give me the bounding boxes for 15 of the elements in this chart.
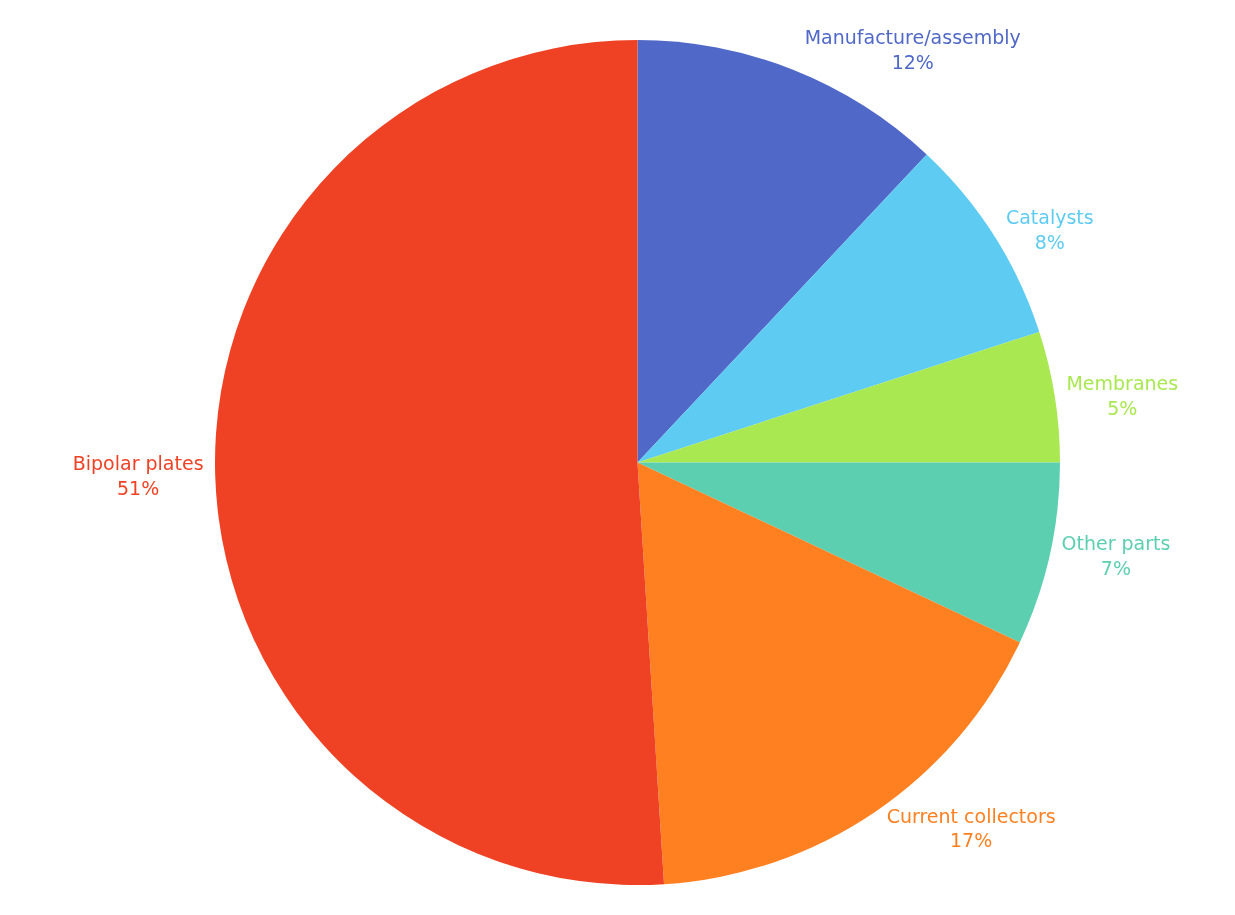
data-label: 12% bbox=[891, 50, 934, 73]
slice-label: Manufacture/assembly bbox=[804, 26, 1021, 49]
slice-label: Current collectors bbox=[886, 804, 1056, 827]
pie-slice bbox=[215, 40, 665, 885]
data-label: 17% bbox=[950, 829, 993, 852]
pie-slice bbox=[637, 331, 1060, 463]
data-label: 7% bbox=[1100, 557, 1132, 580]
data-label: 51% bbox=[117, 477, 160, 500]
data-label: 5% bbox=[1107, 397, 1138, 420]
slice-label: Bipolar plates bbox=[72, 452, 204, 475]
slice-label: Membranes bbox=[1066, 372, 1179, 395]
pie-slice bbox=[637, 462, 1060, 643]
slice-label: Catalysts bbox=[1005, 206, 1094, 229]
data-label: 8% bbox=[1034, 230, 1065, 253]
slice-label: Other parts bbox=[1061, 532, 1171, 555]
